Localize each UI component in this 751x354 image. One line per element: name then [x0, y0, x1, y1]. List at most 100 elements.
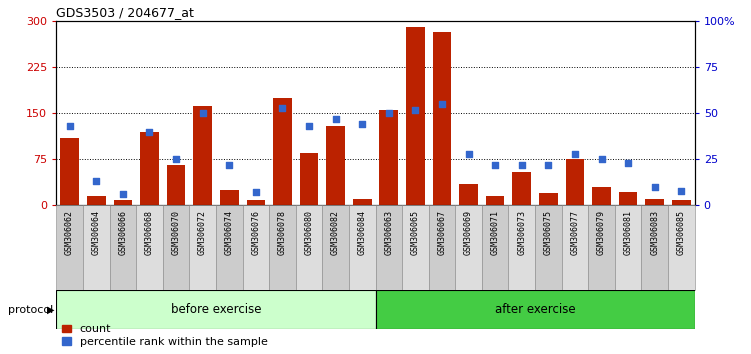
Bar: [220, 190, 239, 205]
Bar: [508, 205, 535, 290]
Bar: [269, 205, 296, 290]
Bar: [87, 196, 106, 205]
Bar: [406, 27, 425, 205]
Point: [383, 110, 395, 116]
Point: [569, 151, 581, 156]
Text: before exercise: before exercise: [170, 303, 261, 316]
Bar: [512, 172, 531, 205]
Bar: [83, 205, 110, 290]
Point: [675, 188, 687, 193]
Bar: [110, 205, 136, 290]
Point: [463, 151, 475, 156]
Text: GSM306070: GSM306070: [171, 210, 180, 255]
Bar: [140, 132, 158, 205]
Point: [409, 107, 421, 113]
Bar: [539, 193, 558, 205]
Bar: [326, 126, 345, 205]
Text: GSM306065: GSM306065: [411, 210, 420, 255]
Bar: [455, 205, 482, 290]
Text: GSM306072: GSM306072: [198, 210, 207, 255]
Bar: [645, 199, 664, 205]
Bar: [486, 196, 505, 205]
Bar: [296, 205, 322, 290]
Text: protocol: protocol: [8, 305, 53, 315]
Point: [596, 156, 608, 162]
Text: GSM306084: GSM306084: [357, 210, 366, 255]
Text: after exercise: after exercise: [495, 303, 575, 316]
Text: GSM306073: GSM306073: [517, 210, 526, 255]
Text: GSM306080: GSM306080: [304, 210, 313, 255]
Point: [356, 121, 368, 127]
Bar: [588, 205, 615, 290]
Text: ▶: ▶: [47, 305, 55, 315]
Bar: [322, 205, 349, 290]
Bar: [535, 205, 562, 290]
Bar: [243, 205, 269, 290]
Bar: [593, 187, 611, 205]
Bar: [402, 205, 429, 290]
Bar: [193, 106, 212, 205]
Bar: [615, 205, 641, 290]
Point: [250, 190, 262, 195]
Bar: [641, 205, 668, 290]
Bar: [136, 205, 163, 290]
Point: [223, 162, 235, 168]
Bar: [56, 205, 83, 290]
Text: GSM306077: GSM306077: [571, 210, 580, 255]
Text: GSM306067: GSM306067: [438, 210, 447, 255]
Point: [197, 110, 209, 116]
Bar: [379, 110, 398, 205]
Text: GSM306075: GSM306075: [544, 210, 553, 255]
Point: [303, 123, 315, 129]
Bar: [460, 184, 478, 205]
Point: [622, 160, 634, 166]
Text: GSM306069: GSM306069: [464, 210, 473, 255]
Legend: count, percentile rank within the sample: count, percentile rank within the sample: [62, 325, 267, 347]
Bar: [216, 205, 243, 290]
Point: [516, 162, 528, 168]
Point: [170, 156, 182, 162]
Point: [143, 129, 155, 135]
Text: GSM306079: GSM306079: [597, 210, 606, 255]
Bar: [433, 32, 451, 205]
Bar: [619, 192, 638, 205]
Point: [649, 184, 661, 190]
Bar: [246, 200, 265, 205]
Text: GSM306081: GSM306081: [623, 210, 632, 255]
Bar: [376, 290, 695, 329]
Bar: [300, 153, 318, 205]
Text: GSM306085: GSM306085: [677, 210, 686, 255]
Text: GSM306063: GSM306063: [385, 210, 394, 255]
Bar: [482, 205, 508, 290]
Bar: [429, 205, 455, 290]
Bar: [60, 138, 79, 205]
Text: GSM306083: GSM306083: [650, 210, 659, 255]
Bar: [167, 165, 185, 205]
Point: [436, 101, 448, 107]
Point: [90, 178, 102, 184]
Bar: [113, 200, 132, 205]
Bar: [566, 159, 584, 205]
Bar: [668, 205, 695, 290]
Text: GSM306062: GSM306062: [65, 210, 74, 255]
Bar: [56, 290, 376, 329]
Text: GSM306071: GSM306071: [490, 210, 499, 255]
Bar: [376, 205, 402, 290]
Point: [542, 162, 554, 168]
Text: GSM306076: GSM306076: [252, 210, 261, 255]
Text: GDS3503 / 204677_at: GDS3503 / 204677_at: [56, 6, 195, 19]
Text: GSM306082: GSM306082: [331, 210, 340, 255]
Text: GSM306078: GSM306078: [278, 210, 287, 255]
Point: [276, 105, 288, 110]
Text: GSM306066: GSM306066: [119, 210, 128, 255]
Point: [330, 116, 342, 122]
Bar: [562, 205, 588, 290]
Text: GSM306068: GSM306068: [145, 210, 154, 255]
Point: [117, 192, 129, 197]
Text: GSM306064: GSM306064: [92, 210, 101, 255]
Text: GSM306074: GSM306074: [225, 210, 234, 255]
Point: [64, 123, 76, 129]
Bar: [353, 199, 372, 205]
Bar: [189, 205, 216, 290]
Point: [489, 162, 501, 168]
